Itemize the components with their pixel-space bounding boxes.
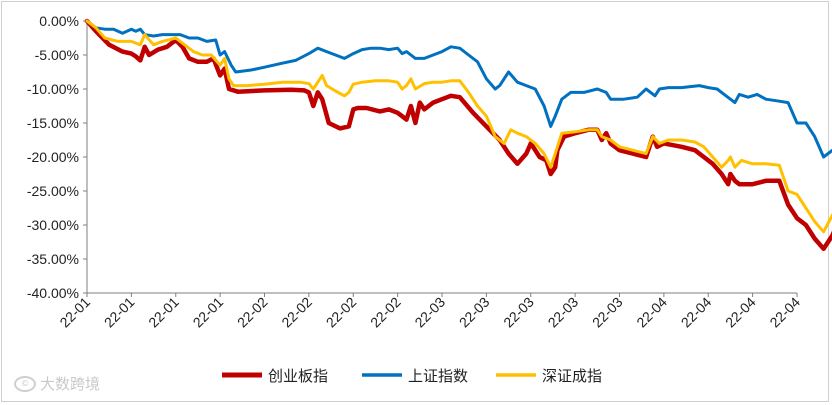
y-tick-label: -20.00% [27,149,79,165]
x-tick-label: 22-03 [545,294,582,331]
legend-label: 深证成指 [542,367,602,385]
axes [83,20,798,297]
x-tick-label: 22-01 [101,294,138,331]
x-tick-label: 22-03 [500,294,537,331]
x-tick-label: 22-03 [589,294,626,331]
watermark-text: 大数跨境 [40,375,101,393]
series-line-1 [84,18,832,252]
x-tick-label: 22-01 [190,294,227,331]
y-tick-label: -5.00% [35,47,79,63]
series-lines [84,18,832,252]
x-tick-label: 22-04 [766,294,803,331]
y-tick-label: -10.00% [27,81,79,97]
x-tick-label: 22-04 [678,294,715,331]
y-tick-label: -35.00% [27,251,79,267]
watermark: © 大数跨境 [14,373,100,394]
x-tick-labels: 22-01 22-01 22-01 22-01 22-02 22-02 22-02 22-02… [56,294,803,331]
x-tick-label: 22-04 [722,294,759,331]
legend-label: 上证指数 [408,367,468,385]
y-tick-label: -30.00% [27,217,79,233]
legend-label: 创业板指 [268,367,328,385]
x-tick-label: 22-01 [145,294,182,331]
y-tick-label: -15.00% [27,115,79,131]
x-tick-label: 22-04 [633,294,670,331]
series-line-3 [85,19,832,234]
y-tick-label: 0.00% [39,13,79,29]
legend: 创业板指 上证指数 深证成指 [222,367,602,385]
x-tick-label: 22-03 [456,294,493,331]
x-tick-label: 22-02 [234,294,271,331]
x-tick-label: 22-02 [323,294,360,331]
x-tick-label: 22-02 [278,294,315,331]
y-tick-label: -40.00% [27,285,79,301]
x-tick-label: 22-02 [367,294,404,331]
y-tick-label: -25.00% [27,183,79,199]
y-tick-labels: 0.00% -5.00% -10.00% -15.00% -20.00% -25.00% -… [27,13,79,301]
watermark-logo-icon: © [14,375,36,392]
series-line-2 [85,19,832,159]
x-tick-label: 22-03 [411,294,448,331]
